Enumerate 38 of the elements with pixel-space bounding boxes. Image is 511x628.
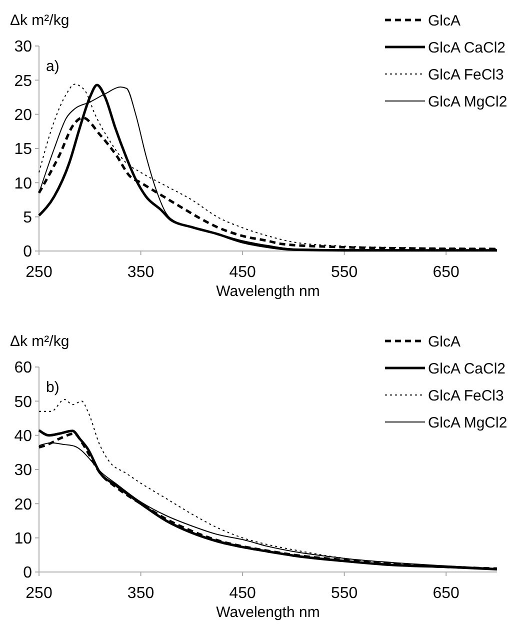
y-axis-title: Δk m²/kg xyxy=(10,12,70,29)
x-tick-label: 650 xyxy=(432,264,460,281)
legend-label: GlcA CaCl2 xyxy=(428,39,506,56)
legend-label: GlcA MgCl2 xyxy=(428,414,508,432)
x-tick-label: 450 xyxy=(229,585,256,602)
y-tick-label: 20 xyxy=(14,106,32,124)
y-tick-label: 50 xyxy=(14,394,32,411)
y-tick-label: 60 xyxy=(14,360,32,377)
y-tick-label: 30 xyxy=(14,38,32,56)
legend-label: GlcA FeCl3 xyxy=(428,387,504,404)
y-tick-label: 10 xyxy=(14,175,32,192)
annotation: b) xyxy=(46,379,60,396)
y-tick-label: 0 xyxy=(23,244,32,261)
y-tick-label: 30 xyxy=(14,462,32,480)
y-tick-label: 5 xyxy=(23,209,32,226)
x-tick-label: 250 xyxy=(26,264,52,281)
x-tick-label: 250 xyxy=(26,585,52,602)
y-tick-label: 15 xyxy=(14,141,32,158)
x-tick-label: 350 xyxy=(127,264,154,281)
legend-label: GlcA MgCl2 xyxy=(428,93,508,110)
x-axis-title: Wavelength nm xyxy=(216,604,320,621)
y-tick-label: 40 xyxy=(14,428,32,445)
x-tick-label: 550 xyxy=(330,585,358,602)
x-axis-title: Wavelength nm xyxy=(216,283,320,300)
x-tick-label: 450 xyxy=(229,264,256,281)
y-axis-title: Δk m²/kg xyxy=(10,333,70,350)
y-tick-label: 25 xyxy=(14,72,32,90)
x-tick-label: 350 xyxy=(127,585,154,602)
y-tick-label: 20 xyxy=(14,496,32,514)
legend-label: GlcA FeCl3 xyxy=(428,66,504,84)
legend-label: GlcA CaCl2 xyxy=(428,360,506,378)
x-tick-label: 550 xyxy=(330,264,358,281)
y-tick-label: 0 xyxy=(23,564,32,582)
y-tick-label: 10 xyxy=(14,530,32,548)
legend-label: GlcA xyxy=(428,333,461,350)
annotation: a) xyxy=(46,58,60,75)
legend-label: GlcA xyxy=(428,12,461,30)
x-tick-label: 650 xyxy=(432,585,460,602)
